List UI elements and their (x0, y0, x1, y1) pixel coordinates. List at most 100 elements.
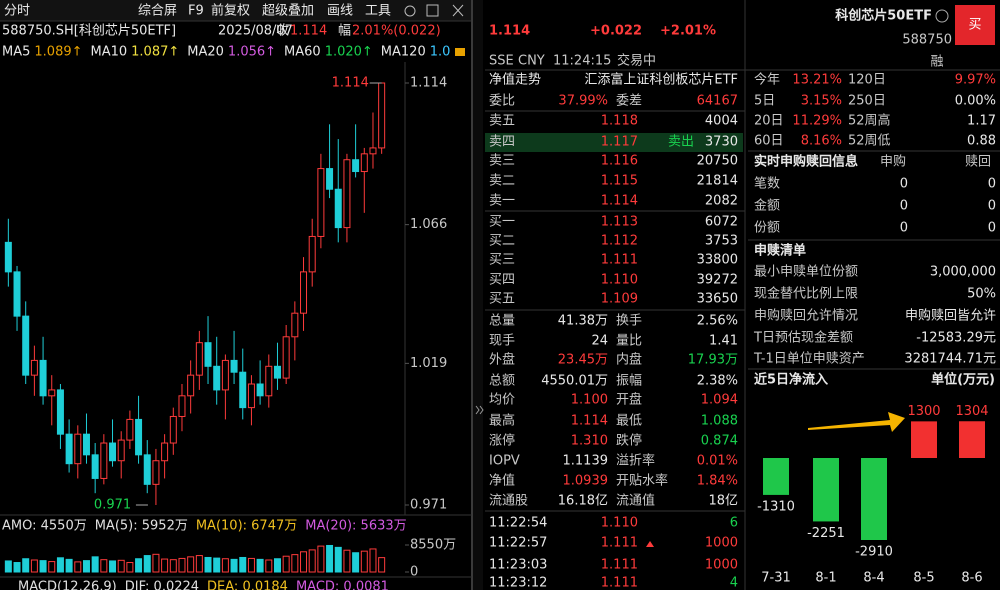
stat-label: 净值 (489, 473, 515, 489)
stat-value: 1.094 (701, 393, 738, 408)
stat-value: 0.874 (701, 434, 738, 449)
buy-button[interactable] (955, 5, 995, 45)
candle-body (326, 168, 334, 190)
section-title: 实时申购赎回信息 (754, 154, 858, 170)
stat-value: 16.18亿 (558, 494, 608, 509)
bid-price: 1.110 (601, 273, 638, 288)
volume-tick-label: 0 (410, 565, 418, 580)
section-title: 申赎清单 (754, 243, 806, 259)
volume-bar (56, 557, 64, 573)
candle-body (39, 359, 47, 397)
time: 11:24:15 (553, 54, 611, 69)
ma-value: 1.020↑ (325, 45, 373, 60)
row-value: 0 (900, 199, 908, 214)
fund-label: 净值走势 (489, 72, 541, 88)
candle-body (161, 442, 169, 462)
y-tick-label: 1.114 (410, 76, 447, 91)
label: 委差 (616, 94, 642, 109)
volume-bar (82, 560, 90, 573)
row-value: 申购赎回皆允许 (905, 308, 996, 324)
volume-bar (247, 557, 255, 573)
toolbar-item: 综合屏 (138, 4, 177, 19)
bid-price: 1.109 (601, 292, 638, 307)
row-label: 金额 (754, 198, 780, 214)
bid-volume: 33800 (697, 253, 738, 268)
x-tick-label: 7-31 (761, 571, 791, 586)
price: 1.114 (489, 24, 530, 39)
lock-icon[interactable] (455, 48, 465, 56)
volume-info: MA(5): 5952万 (95, 519, 188, 534)
candle-body (135, 418, 143, 456)
period-value: 11.29% (792, 114, 842, 129)
volume-bar (39, 560, 47, 573)
bar (813, 458, 839, 522)
volume-bar (352, 552, 360, 573)
value-label: -2910 (855, 545, 893, 560)
stat-value: 1.088 (701, 414, 738, 429)
macd-info: MACD: 0.0081 (296, 580, 389, 590)
candle-body (352, 159, 360, 173)
stat-label: 跌停 (616, 433, 642, 449)
volume-bar (343, 549, 351, 573)
row-label: T日预估现金差额 (753, 330, 853, 346)
stat-label: IOPV (489, 454, 520, 469)
ma-value: 1.089↑ (34, 45, 82, 60)
collapse-bar[interactable] (473, 0, 483, 590)
volume-bar (22, 558, 30, 573)
stat-value: 1.1139 (563, 454, 609, 469)
toolbar-item: 工具 (365, 4, 391, 19)
trade-price: 1.111 (601, 558, 638, 573)
trade-price: 1.111 (601, 576, 638, 590)
ask-volume: 21814 (697, 174, 738, 189)
period-label: 120日 (848, 73, 886, 88)
candle-body (317, 168, 325, 237)
margin-tag: 融 (930, 55, 943, 70)
volume-bar (143, 555, 151, 573)
candle-body (48, 389, 56, 397)
period-label: 52周高 (848, 113, 891, 129)
row-value: 0 (988, 199, 996, 214)
stat-label: 开贴水率 (616, 473, 668, 489)
candle-body (239, 371, 247, 409)
info-icon[interactable] (935, 9, 949, 23)
column-header: 赎回 (965, 155, 991, 170)
stat-label: 总量 (489, 314, 515, 329)
stat-value: 1.114 (571, 414, 608, 429)
settings-icon[interactable] (404, 5, 416, 17)
bid-label: 买四 (489, 273, 515, 288)
ask-volume: 2082 (705, 194, 738, 209)
candle-body (378, 82, 386, 149)
stat-label: 振幅 (616, 374, 642, 389)
x-tick-label: 8-5 (913, 571, 934, 586)
bid-volume: 3753 (705, 234, 738, 249)
value-label: -1310 (757, 499, 795, 514)
trade-price: 1.111 (601, 536, 638, 551)
stat-value: 41.38万 (558, 314, 608, 329)
volume-bar (178, 557, 186, 573)
volume-bar (109, 560, 117, 573)
bid-price: 1.111 (601, 253, 638, 268)
ma-name: MA10 (91, 45, 128, 60)
macd-info: DIF: 0.0224 (125, 580, 199, 590)
ma-value: 1.0 (430, 45, 451, 60)
candle-body (343, 159, 351, 229)
stat-label: 流通值 (616, 493, 655, 509)
chart-subtitle: 单位(万元) (931, 372, 995, 388)
close: 1.114 (290, 24, 327, 39)
ask-tag: 卖出 (668, 135, 694, 150)
candle-body (178, 395, 186, 417)
stat-label: 最高 (489, 413, 515, 429)
window-icon[interactable] (426, 4, 439, 17)
volume-bar (326, 544, 334, 573)
stat-value: 1.310 (571, 434, 608, 449)
volume-bar (152, 553, 160, 573)
period-value: 8.16% (801, 134, 842, 149)
candle-body (4, 241, 12, 273)
volume-bar (378, 557, 386, 573)
status: 交易中 (617, 53, 656, 69)
close-icon[interactable] (452, 4, 464, 17)
volume-info: MA(10): 6747万 (196, 519, 297, 534)
x-tick-label: 8-1 (815, 571, 836, 586)
toolbar-item: 超级叠加 (262, 4, 314, 19)
